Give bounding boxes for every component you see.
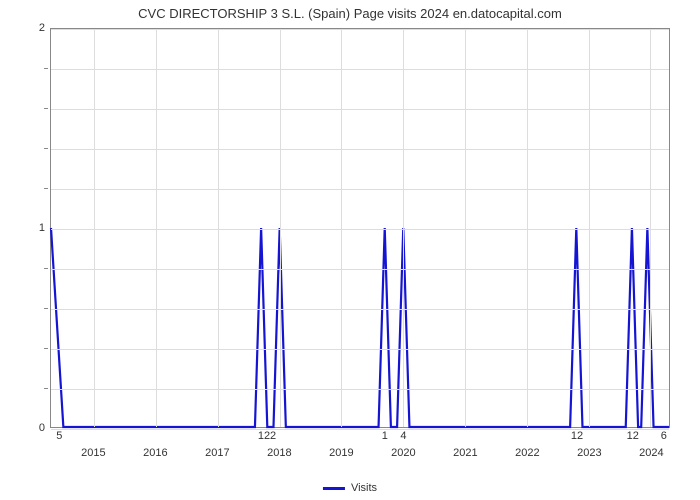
gridline-vertical [341,29,342,427]
y-minor-tick [44,68,48,69]
gridline-vertical [650,29,651,427]
plot-area [50,28,670,428]
series-line [51,29,669,427]
y-minor-tick [44,388,48,389]
chart-title: CVC DIRECTORSHIP 3 S.L. (Spain) Page vis… [0,0,700,21]
x-value-label: 1 [382,430,388,442]
gridline-vertical [94,29,95,427]
gridline-horizontal-minor [51,69,669,70]
gridline-horizontal-minor [51,389,669,390]
x-value-label: 4 [400,430,406,442]
y-minor-tick [44,308,48,309]
gridline-horizontal-minor [51,109,669,110]
gridline-horizontal-minor [51,269,669,270]
x-axis-year-label: 2020 [391,447,415,459]
gridline-vertical [527,29,528,427]
gridline-vertical [280,29,281,427]
y-minor-tick [44,348,48,349]
x-value-label: 6 [661,430,667,442]
gridline-horizontal [51,229,669,230]
y-axis-label: 1 [39,222,45,234]
x-axis-year-label: 2024 [639,447,663,459]
x-value-label: 12 [627,430,639,442]
x-axis-year-label: 2023 [577,447,601,459]
y-minor-tick [44,148,48,149]
legend-label: Visits [351,482,377,494]
gridline-vertical [218,29,219,427]
gridline-horizontal [51,29,669,30]
legend-swatch [323,487,345,490]
gridline-vertical [589,29,590,427]
y-minor-tick [44,108,48,109]
gridline-vertical [156,29,157,427]
x-axis-year-label: 2016 [143,447,167,459]
legend: Visits [323,482,377,494]
x-axis-year-label: 2021 [453,447,477,459]
x-axis-year-label: 2018 [267,447,291,459]
x-value-label: 5 [56,430,62,442]
gridline-horizontal-minor [51,149,669,150]
x-axis-year-label: 2019 [329,447,353,459]
y-minor-tick [44,268,48,269]
gridline-horizontal-minor [51,309,669,310]
y-axis-label: 2 [39,22,45,34]
x-axis-year-label: 2015 [81,447,105,459]
y-axis-label: 0 [39,422,45,434]
x-axis-year-label: 2017 [205,447,229,459]
x-value-label: 122 [258,430,276,442]
y-minor-tick [44,188,48,189]
x-value-label: 12 [571,430,583,442]
x-axis-year-label: 2022 [515,447,539,459]
gridline-horizontal-minor [51,349,669,350]
gridline-vertical [465,29,466,427]
gridline-vertical [403,29,404,427]
gridline-horizontal-minor [51,189,669,190]
